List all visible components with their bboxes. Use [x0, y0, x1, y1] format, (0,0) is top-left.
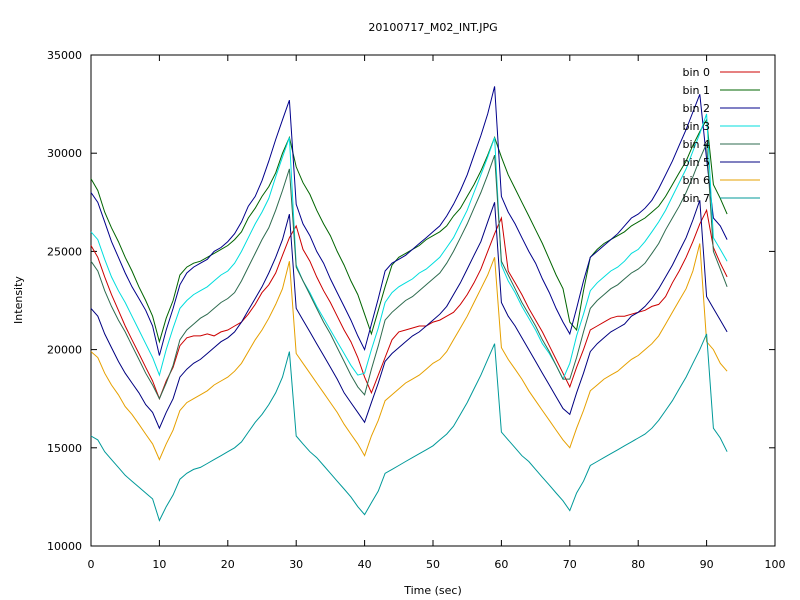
x-tick-label: 50 — [426, 558, 440, 571]
legend-label: bin 5 — [682, 156, 710, 169]
y-tick-label: 30000 — [47, 147, 82, 160]
legend-label: bin 2 — [682, 102, 710, 115]
y-axis: 10000 15000 20000 25000 30000 35000 — [47, 49, 775, 553]
x-tick-label: 60 — [494, 558, 508, 571]
series-line-bin-7 — [90, 333, 728, 522]
legend-label: bin 4 — [682, 138, 710, 151]
x-tick-label: 10 — [152, 558, 166, 571]
y-tick-label: 25000 — [47, 245, 82, 258]
series-line-bin-5 — [90, 200, 728, 430]
x-tick-label: 0 — [88, 558, 95, 571]
x-tick-label: 30 — [289, 558, 303, 571]
x-axis: 0 10 20 30 40 50 60 70 80 90 100 — [88, 55, 786, 571]
x-tick-label: 70 — [563, 558, 577, 571]
legend-label: bin 7 — [682, 192, 710, 205]
series-line-bin-2 — [90, 86, 728, 356]
legend-label: bin 3 — [682, 120, 710, 133]
x-tick-label: 100 — [765, 558, 786, 571]
series-line-bin-1 — [90, 118, 728, 344]
x-tick-label: 40 — [358, 558, 372, 571]
legend-label: bin 6 — [682, 174, 710, 187]
series-line-bin-0 — [90, 208, 728, 401]
x-tick-label: 80 — [631, 558, 645, 571]
series-lines — [90, 86, 728, 522]
y-tick-label: 10000 — [47, 540, 82, 553]
x-tick-label: 20 — [221, 558, 235, 571]
y-tick-label: 20000 — [47, 344, 82, 357]
legend-label: bin 1 — [682, 84, 710, 97]
series-line-bin-3 — [90, 113, 728, 381]
x-tick-label: 90 — [700, 558, 714, 571]
chart-title: 20100717_M02_INT.JPG — [368, 21, 497, 34]
y-axis-label: Intensity — [12, 276, 25, 324]
y-tick-label: 35000 — [47, 49, 82, 62]
series-line-bin-6 — [90, 243, 728, 461]
x-axis-label: Time (sec) — [403, 584, 462, 597]
legend: bin 0 bin 1 bin 2 bin 3 bin 4 bin 5 bin 6 bin 7 — [682, 66, 760, 205]
series-line-bin-4 — [90, 143, 728, 400]
legend-label: bin 0 — [682, 66, 710, 79]
y-tick-label: 15000 — [47, 442, 82, 455]
